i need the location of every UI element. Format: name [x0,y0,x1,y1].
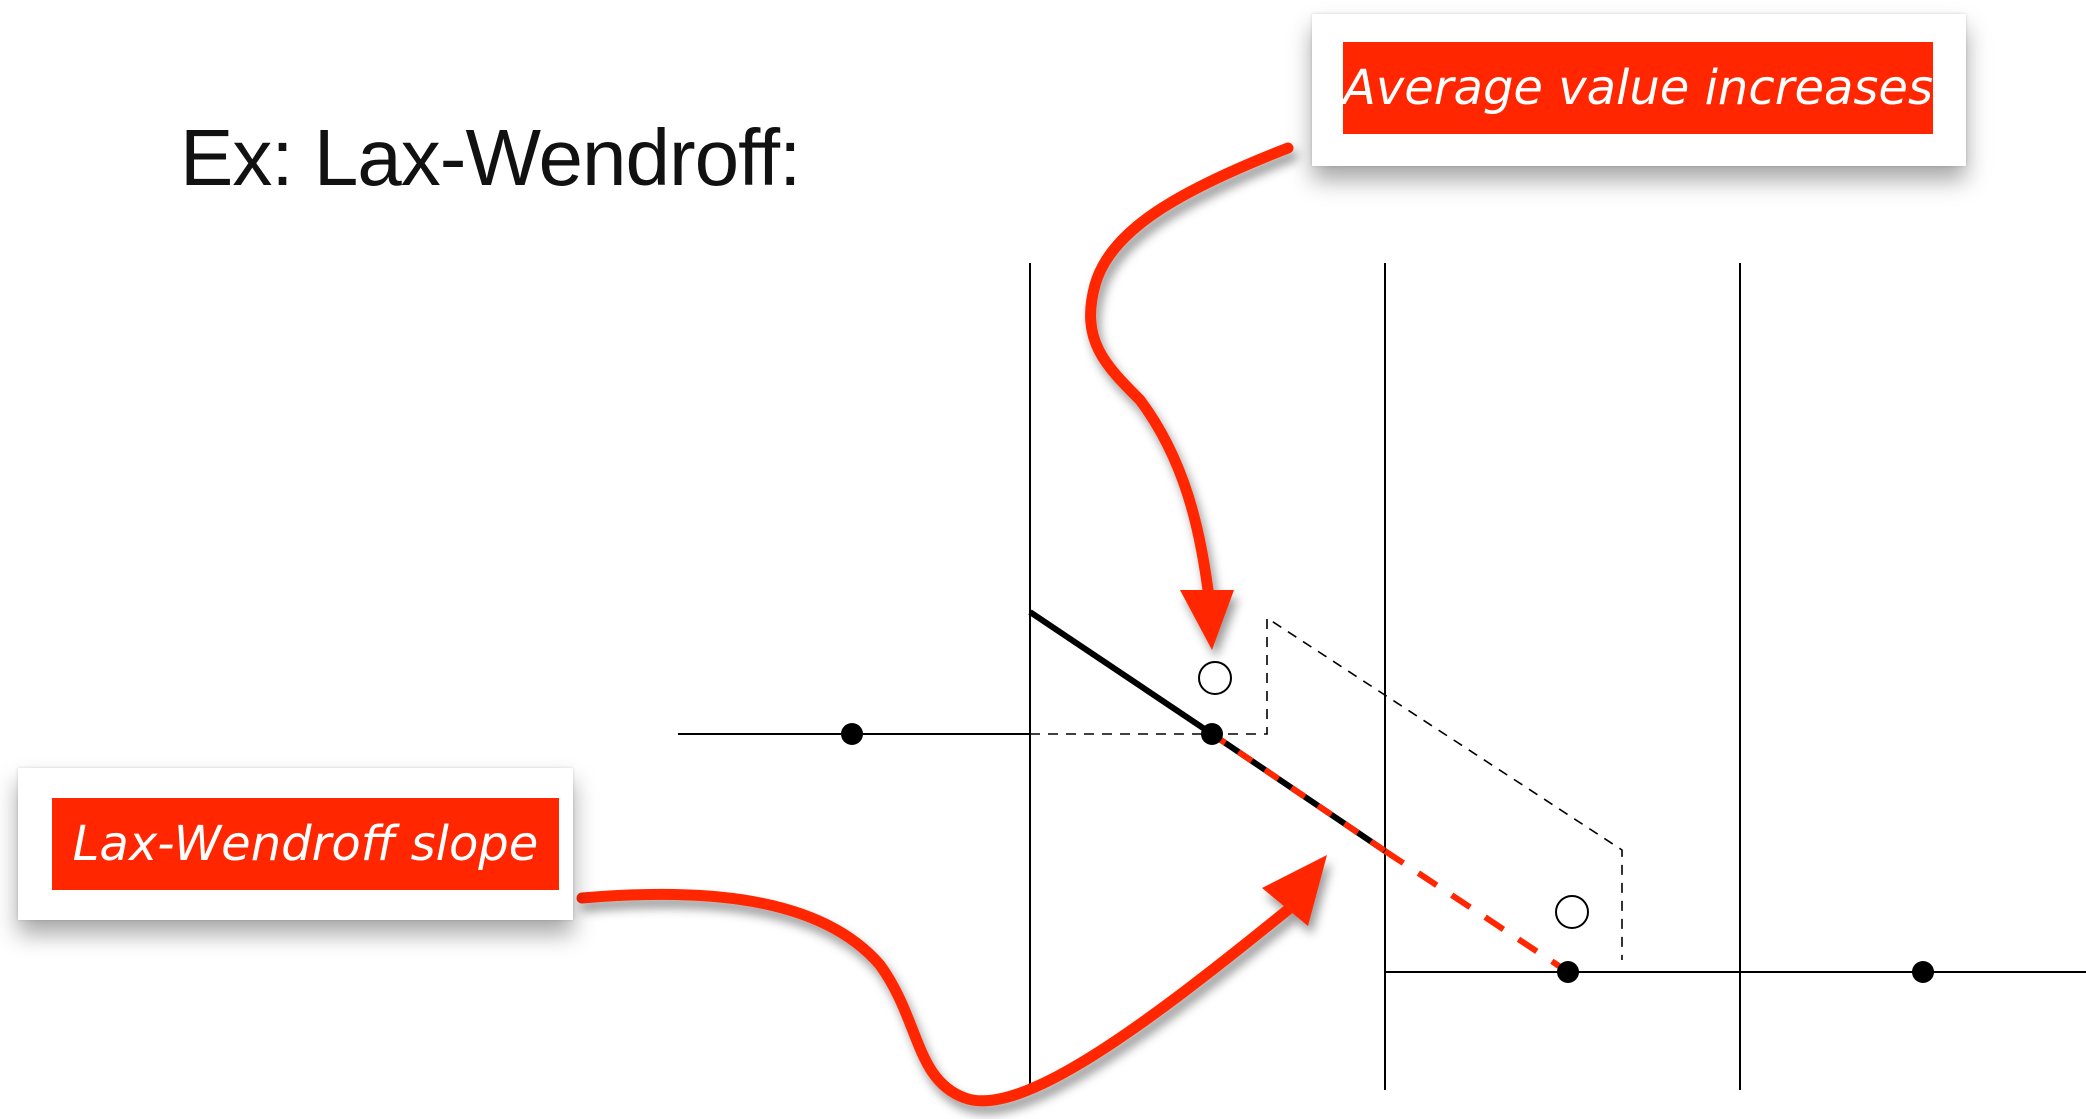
callout-arrow-top [1085,142,1294,650]
callout-arrow-bottom [576,855,1327,1107]
callout-average-value-label: Average value increases [1343,42,1933,134]
slide-title: Ex: Lax-Wendroff: [180,113,801,202]
callout-lax-wendroff-slope-label: Lax-Wendroff slope [52,798,559,890]
data-point [1557,961,1579,983]
slope-extension-red [1383,848,1570,975]
slope-segment-red [1210,731,1387,854]
data-point [841,723,863,745]
data-point [1912,961,1934,983]
shifted-cell-outline [1030,616,1623,960]
callout-lax-wendroff-slope: Lax-Wendroff slope [18,768,573,920]
slope-segment-solid [1028,609,1214,737]
updated-average-point [1198,661,1232,695]
callout-average-value: Average value increases [1312,14,1966,166]
data-point [1201,723,1223,745]
updated-average-point [1555,895,1589,929]
